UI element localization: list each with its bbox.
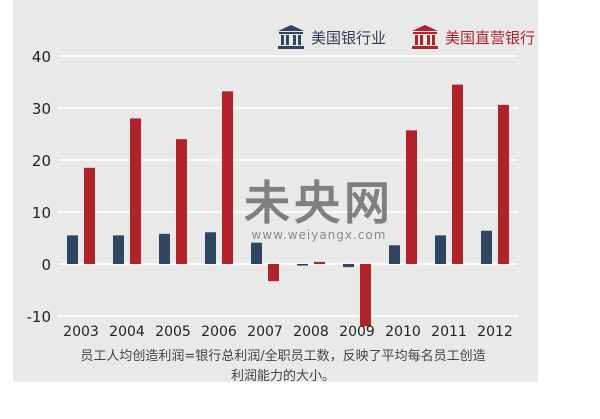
bar-direct-banks-2005 [176, 139, 187, 264]
y-tick-label: 20 [32, 152, 51, 170]
y-tick-label: 40 [32, 48, 51, 66]
bar-us-banking-2010 [389, 245, 400, 264]
bar-direct-banks-2003 [84, 167, 95, 264]
bar-direct-banks-2012 [498, 104, 509, 264]
x-tick-label: 2006 [201, 324, 237, 340]
caption-line-1: 员工人均创造利润=银行总利润/全职员工数，反映了平均每名员工创造 [80, 349, 486, 364]
y-tick-label: -10 [27, 308, 52, 326]
legend-label-direct-banks: 美国直营银行 [445, 28, 536, 47]
legend-item-direct-banks: 美国直营银行 [411, 24, 535, 50]
x-tick-label: 2012 [477, 324, 513, 340]
x-tick-label: 2009 [339, 324, 375, 340]
legend-item-us-banking: 美国银行业 [277, 24, 386, 50]
x-tick-label: 2010 [385, 324, 421, 340]
bar-us-banking-2005 [159, 233, 170, 264]
x-tick-label: 2004 [109, 324, 145, 340]
legend-label-us-banking: 美国银行业 [311, 28, 387, 47]
chart-panel: 40 30 20 10 0 -10 2003 2004 2005 2006 2007 2008 2009… [13, 0, 538, 384]
bar-us-banking-2012 [481, 230, 492, 264]
bar-us-banking-2004 [113, 235, 124, 264]
x-tick-label: 2005 [155, 324, 191, 340]
bar-direct-banks-2009 [360, 264, 371, 327]
chart-caption: 员工人均创造利润=银行总利润/全职员工数，反映了平均每名员工创造 利润能力的大小… [73, 347, 493, 387]
bar-direct-banks-2006 [222, 91, 233, 264]
bar-us-banking-2009 [343, 264, 354, 268]
x-tick-label: 2003 [63, 324, 99, 340]
x-tick-label: 2007 [247, 324, 283, 340]
bar-direct-banks-2007 [268, 264, 279, 282]
bar-direct-banks-2011 [452, 84, 463, 264]
y-tick-label: 10 [32, 204, 51, 222]
x-tick-label: 2011 [431, 324, 467, 340]
bar-direct-banks-2004 [130, 118, 141, 265]
bar-us-banking-2003 [67, 235, 78, 264]
bar-us-banking-2008 [297, 264, 308, 266]
bar-us-banking-2011 [435, 235, 446, 264]
bar-direct-banks-2010 [406, 130, 417, 264]
y-tick-label: 30 [32, 100, 51, 118]
bar-us-banking-2007 [251, 242, 262, 264]
bar-us-banking-2006 [205, 232, 216, 264]
bank-building-icon [278, 25, 304, 49]
y-tick-label: 0 [41, 256, 51, 274]
bar-direct-banks-2008 [314, 261, 325, 264]
x-tick-label: 2008 [293, 324, 329, 340]
bank-building-icon [412, 25, 438, 49]
caption-line-2: 利润能力的大小。 [230, 369, 335, 384]
